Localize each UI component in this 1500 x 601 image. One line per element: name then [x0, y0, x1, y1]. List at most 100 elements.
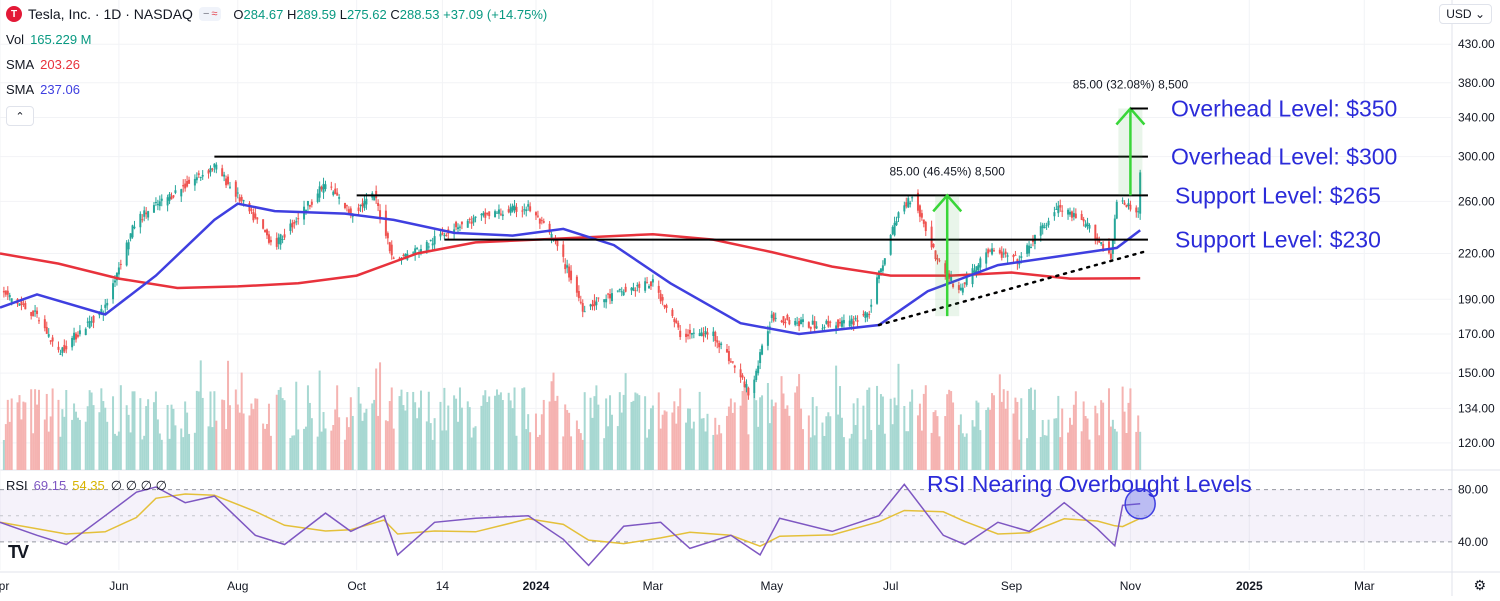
candle-body — [527, 204, 530, 207]
candle-body — [174, 190, 177, 193]
chart-type-toggle[interactable]: − ≈ — [198, 7, 222, 21]
sma50-legend[interactable]: SMA 237.06 — [6, 82, 80, 97]
measure-arrow-head — [932, 193, 963, 213]
candle-body — [1115, 201, 1118, 219]
candle-body — [73, 332, 76, 340]
volume-bar — [521, 388, 524, 470]
symbol-title[interactable]: Tesla, Inc. · 1D · NASDAQ — [28, 6, 193, 22]
wave-icon[interactable]: ≈ — [211, 8, 218, 20]
candle-body — [700, 332, 703, 336]
volume-bar — [1016, 401, 1019, 470]
candle-body — [141, 219, 144, 221]
volume-bar — [965, 433, 968, 470]
candle-body — [922, 219, 925, 224]
volume-bar — [548, 401, 551, 470]
candle-body — [1102, 244, 1105, 250]
candle-body — [581, 303, 584, 312]
volume-bar — [918, 403, 921, 470]
candle-body — [794, 320, 797, 325]
volume-bar — [115, 435, 118, 470]
candle-body — [690, 332, 693, 335]
high-label: H — [286, 6, 297, 22]
volume-bar — [419, 390, 422, 470]
volume-bar — [1123, 411, 1126, 470]
candle-body — [1113, 218, 1116, 241]
currency-label: USD — [1446, 7, 1472, 21]
time-tick-label: Jul — [883, 579, 898, 593]
level-label: Overhead Level: $300 — [1171, 144, 1397, 170]
candle-body — [825, 320, 828, 324]
volume-bar — [501, 400, 504, 470]
candle-body — [139, 213, 142, 228]
volume-bar — [877, 424, 880, 470]
volume-bar — [632, 400, 635, 470]
volume-bar — [318, 370, 321, 470]
candle-body — [540, 219, 543, 221]
volume-bar — [620, 412, 623, 470]
time-tick-label: Aug — [227, 579, 248, 593]
volume-bar — [509, 400, 512, 470]
currency-button[interactable]: USD ⌄ — [1439, 4, 1492, 24]
volume-bar — [1094, 405, 1097, 470]
gear-icon[interactable]: ⚙ — [1473, 577, 1486, 593]
candle-body — [950, 275, 953, 281]
collapse-legend-button[interactable]: ⌃ — [6, 106, 34, 126]
volume-bar — [262, 423, 265, 470]
candle-body — [466, 220, 469, 228]
measure-label: 85.00 (46.45%) 8,500 — [889, 164, 1005, 178]
candle-body — [649, 281, 652, 287]
candle-body — [973, 270, 976, 273]
candle-body — [112, 283, 115, 300]
volume-bar — [147, 399, 150, 470]
volume-bar — [494, 395, 497, 470]
candle-body — [1123, 202, 1126, 205]
volume-bar — [704, 431, 707, 470]
volume-bar — [180, 428, 183, 470]
volume-bar — [343, 439, 346, 470]
volume-bar — [881, 396, 884, 470]
candle-body — [977, 264, 980, 270]
candle-body — [484, 212, 487, 218]
volume-bar — [1135, 431, 1138, 470]
candle-body — [673, 319, 676, 323]
candle-body — [881, 265, 884, 271]
candle-body — [470, 221, 473, 224]
candle-body — [269, 239, 272, 243]
candle-body — [1041, 224, 1044, 229]
volume-bar — [821, 422, 824, 470]
volume-bar — [800, 408, 803, 470]
candle-body — [868, 313, 871, 315]
rsi-legend[interactable]: RSI 69.15 54.35 ∅ ∅ ∅ ∅ — [6, 478, 167, 494]
candle-body — [801, 319, 804, 323]
volume-legend[interactable]: Vol 165.229 M — [6, 32, 92, 47]
volume-bar — [963, 436, 966, 470]
minus-icon[interactable]: − — [202, 8, 210, 20]
volume-bar — [377, 415, 380, 470]
candle-body — [32, 310, 35, 317]
sma200-legend[interactable]: SMA 203.26 — [6, 57, 80, 72]
volume-bar — [837, 414, 840, 470]
candle-body — [264, 229, 267, 233]
candle-body — [129, 233, 132, 239]
candle-body — [747, 387, 750, 396]
volume-bar — [404, 410, 407, 470]
volume-bar — [930, 432, 933, 470]
volume-bar — [336, 385, 339, 470]
volume-bar — [412, 391, 415, 470]
candle-body — [891, 226, 894, 234]
candle-body — [365, 198, 368, 205]
candle-body — [228, 186, 231, 188]
volume-bar — [768, 423, 771, 470]
volume-bar — [225, 429, 228, 470]
candle-body — [952, 283, 955, 288]
candle-body — [798, 321, 801, 327]
volume-bar — [595, 385, 598, 470]
candle-body — [971, 268, 974, 285]
candle-body — [938, 260, 941, 262]
candle-body — [384, 210, 387, 236]
candle-body — [330, 186, 333, 188]
candle-body — [30, 312, 33, 316]
volume-bar — [1121, 386, 1124, 470]
